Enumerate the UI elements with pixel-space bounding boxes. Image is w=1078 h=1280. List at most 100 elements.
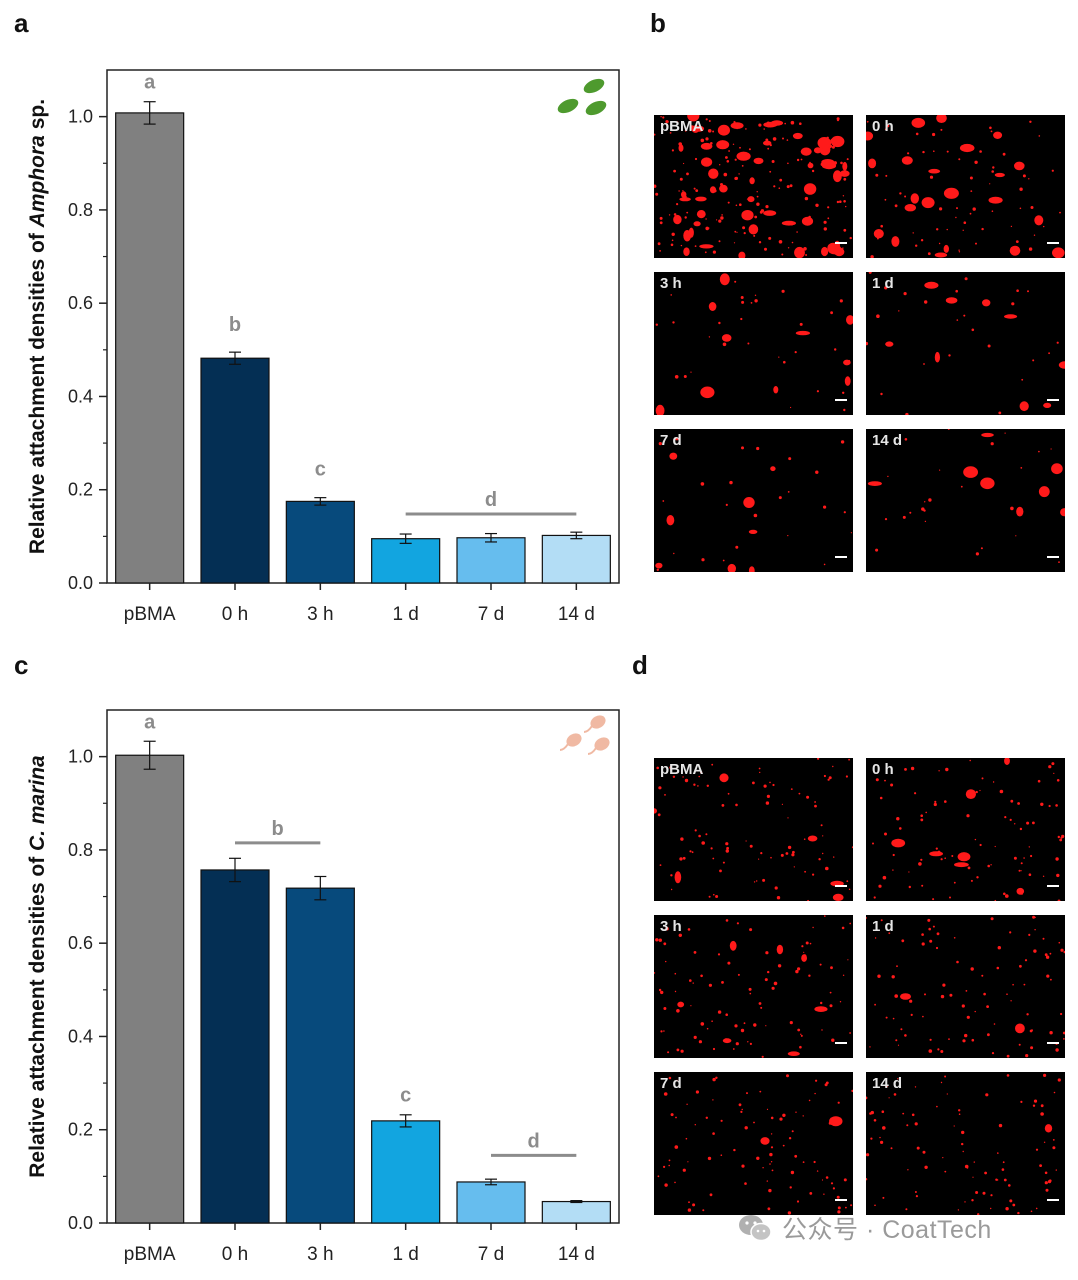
watermark: 公众号 · CoatTech (738, 1208, 992, 1248)
micrograph-label: 7 d (660, 1075, 682, 1092)
micrograph-label: 1 d (872, 918, 894, 935)
significance-label: b (229, 314, 241, 336)
fluorescent-cells (872, 758, 1065, 901)
micrograph-label: 14 d (872, 432, 903, 449)
x-tick-label: 3 h (307, 1244, 333, 1265)
bar-14d (541, 534, 611, 584)
fluorescent-cells (654, 915, 852, 1058)
x-tick-label: 14 d (558, 604, 595, 625)
flagellate-icon (559, 715, 610, 755)
x-tick-label: 1 d (392, 604, 418, 625)
panel-label-a: a (14, 8, 29, 38)
fluorescent-cells (866, 272, 1065, 415)
x-tick-label: 7 d (478, 1244, 504, 1265)
fluorescent-cells (657, 1074, 853, 1215)
fluorescent-cells (654, 758, 853, 901)
scale-bar (835, 242, 847, 244)
bar-3h (285, 887, 355, 1224)
panel-label-d: d (632, 650, 648, 680)
scale-bar (1047, 1199, 1059, 1201)
x-tick-label: 0 h (222, 604, 248, 625)
panel-label-b: b (650, 8, 666, 38)
diatom-icon (557, 78, 607, 116)
y-tick-label: 0.0 (68, 1213, 93, 1233)
x-tick-label: 1 d (392, 1244, 418, 1265)
y-tick-label: 0.2 (68, 1120, 93, 1140)
micrograph-label: pBMA (660, 118, 704, 135)
x-tick-label: 7 d (478, 604, 504, 625)
y-tick-label: 1.0 (68, 107, 93, 127)
y-tick-label: 0.2 (68, 480, 93, 500)
panel-label-c: c (14, 650, 29, 680)
y-tick-label: 0.6 (68, 293, 93, 313)
y-tick-label: 0.8 (68, 840, 93, 860)
wechat-icon (739, 1215, 772, 1242)
micrograph-tile: 14 d (866, 429, 1065, 572)
bar-14d (541, 1200, 611, 1224)
bar-chart-amphora: 0.0 0.2 0.4 0.6 0.8 1.0 Relative attachment de… (26, 69, 620, 625)
micrograph-tile: 3 h (654, 915, 853, 1058)
bar-pBMA (115, 754, 185, 1224)
bar-0h (200, 869, 270, 1224)
y-tick-label: 1.0 (68, 747, 93, 767)
significance-label: c (315, 459, 326, 481)
x-tick-label: pBMA (124, 604, 176, 625)
y-tick-label: 0.4 (68, 1026, 93, 1046)
micrograph-tile: pBMA (654, 115, 853, 258)
x-tick-label: pBMA (124, 1244, 176, 1265)
scale-bar (1047, 885, 1059, 887)
plot-frame (106, 69, 620, 584)
fluorescent-cells (866, 115, 1065, 258)
scale-bar (835, 1042, 847, 1044)
micrograph-label: 0 h (872, 761, 894, 778)
x-tick-label: 0 h (222, 1244, 248, 1265)
bar-3h (285, 500, 355, 584)
micrograph-tile: 0 h (866, 115, 1065, 258)
y-tick-label: 0.6 (68, 933, 93, 953)
micrograph-tile: pBMA (654, 758, 853, 901)
y-tick-label: 0.0 (68, 573, 93, 593)
micrograph-label: 14 d (872, 1075, 903, 1092)
micrograph-label: pBMA (660, 761, 704, 778)
fluorescent-cells (866, 1073, 1061, 1215)
significance-label: a (144, 712, 156, 734)
significance-label: b (272, 818, 284, 840)
y-tick-label: 0.8 (68, 200, 93, 220)
bar-1d (371, 538, 441, 584)
micrograph-tile: 0 h (866, 758, 1065, 901)
micrograph-label: 3 h (660, 275, 682, 292)
scale-bar (1047, 556, 1059, 558)
significance-label: d (528, 1130, 540, 1152)
y-tick-label: 0.4 (68, 386, 93, 406)
fluorescent-cells (655, 437, 852, 572)
scale-bar (835, 885, 847, 887)
y-axis-label: Relative attachment densities of C. mari… (26, 755, 49, 1178)
bar-pBMA (115, 112, 185, 584)
significance-label: c (400, 1085, 411, 1107)
scale-bar (835, 1199, 847, 1201)
micrograph-tile: 14 d (866, 1072, 1065, 1215)
scale-bar (1047, 399, 1059, 401)
fluorescent-cells (867, 429, 1065, 563)
micrograph-label: 7 d (660, 432, 682, 449)
significance-label: a (144, 72, 156, 94)
micrograph-label: 0 h (872, 118, 894, 135)
scale-bar (1047, 242, 1059, 244)
micrograph-label: 1 d (872, 275, 894, 292)
bar-chart-cmarina: 0.0 0.2 0.4 0.6 0.8 1.0 Relative attachment de… (26, 709, 620, 1265)
micrograph-label: 3 h (660, 918, 682, 935)
x-tick-label: 14 d (558, 1244, 595, 1265)
bar-7d (456, 537, 526, 584)
bar-0h (200, 357, 270, 584)
fluorescent-cells (654, 115, 852, 258)
y-axis-label: Relative attachment densities of Amphora… (26, 99, 49, 554)
micrograph-tile: 1 d (866, 272, 1065, 415)
bar-1d (371, 1120, 441, 1224)
scale-bar (835, 399, 847, 401)
fluorescent-cells (866, 915, 1065, 1058)
micrograph-tile: 3 h (654, 272, 853, 415)
scale-bar (1047, 1042, 1059, 1044)
micrograph-tile: 7 d (654, 1072, 853, 1215)
significance-label: d (485, 489, 497, 511)
plot-frame (106, 709, 620, 1224)
